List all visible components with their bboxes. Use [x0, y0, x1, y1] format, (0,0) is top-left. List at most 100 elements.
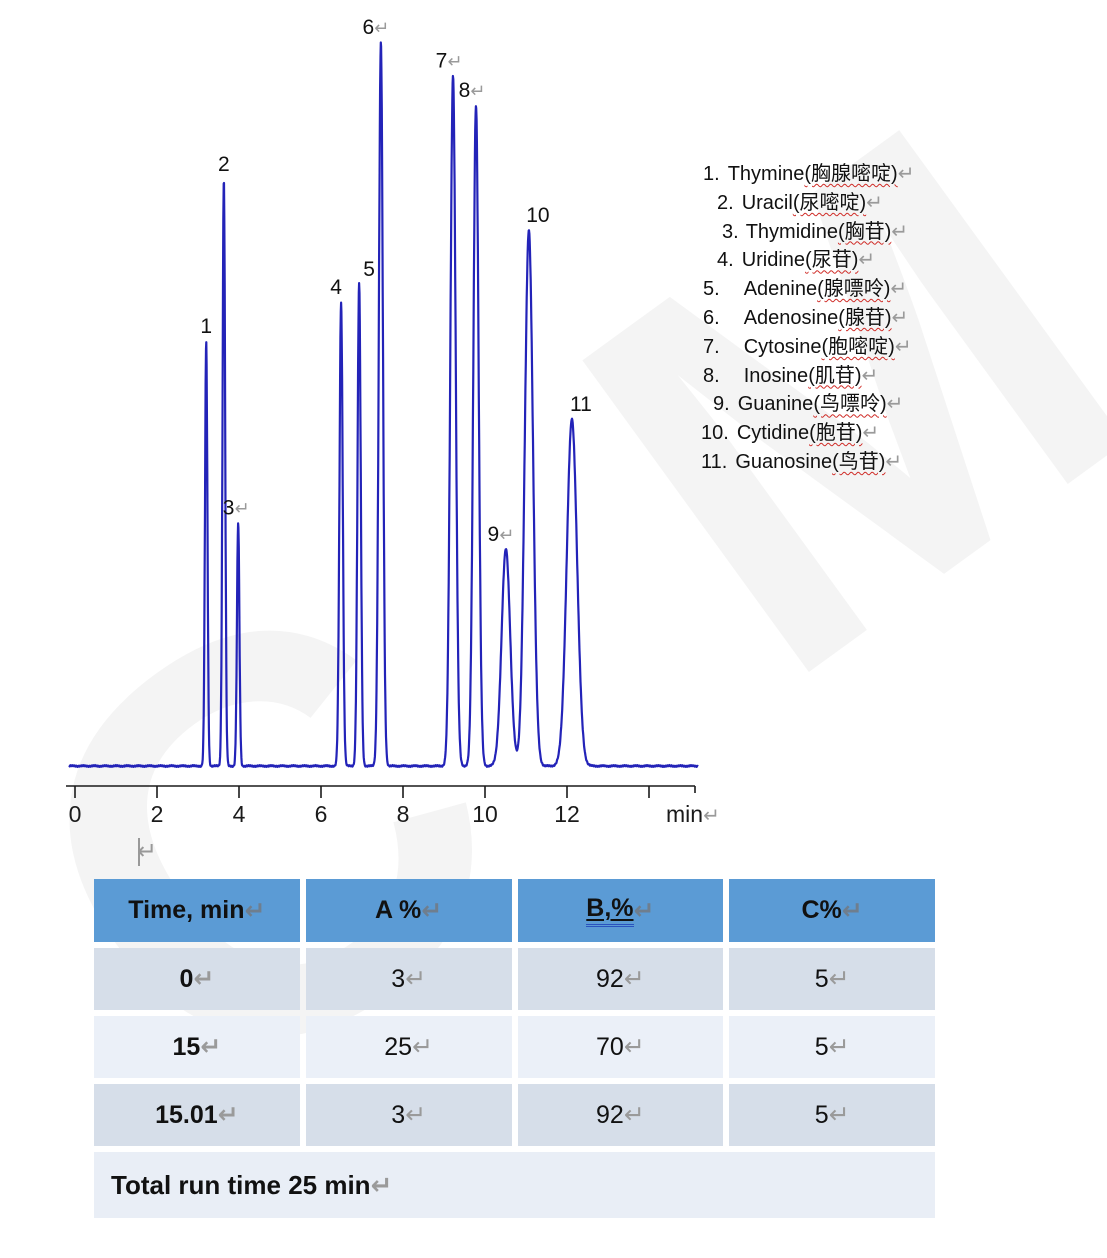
- legend-item-number: 7.: [703, 335, 720, 358]
- return-mark-icon: ↵: [858, 249, 876, 272]
- legend-compound-chinese: (肌苷): [808, 364, 862, 387]
- table-header-label: B,%: [586, 894, 634, 927]
- table-cell-r2-c1: 15 ↵: [94, 1016, 300, 1078]
- peak-label-4: 4: [330, 276, 342, 299]
- return-mark-icon: ↵: [623, 1101, 645, 1129]
- legend-item-2: 2. Uracil (尿嘧啶) ↵: [701, 189, 914, 218]
- legend-compound-name: Thymine: [727, 163, 805, 185]
- legend-compound-name: Adenosine: [743, 306, 839, 329]
- table-cell-value: 5: [814, 1100, 829, 1129]
- cursor-bar-icon: [138, 838, 140, 866]
- return-mark-icon: ↵: [405, 1101, 427, 1129]
- legend-item-7: 7. Cytosine (胞嘧啶) ↵: [701, 333, 914, 362]
- empty-paragraph-mark: ↵: [137, 838, 157, 866]
- peak-label-9: 9↵: [488, 523, 515, 546]
- peak-label-10: 10: [526, 204, 549, 227]
- x-tick-label: 4: [233, 801, 246, 827]
- peak-label-8: 8↵: [459, 79, 486, 102]
- x-tick-label: 12: [554, 801, 580, 827]
- return-mark-icon: ↵: [217, 1101, 239, 1129]
- return-mark-icon: ↵: [405, 965, 427, 993]
- legend-item-number: 4.: [717, 249, 734, 272]
- legend-item-number: 2.: [717, 191, 734, 214]
- legend-compound-name: Uridine: [741, 249, 806, 272]
- return-mark-icon: ↵: [861, 364, 879, 387]
- legend-compound-name: Inosine: [743, 364, 809, 387]
- return-mark-icon: ↵: [862, 422, 880, 445]
- legend-item-number: 1.: [703, 163, 720, 185]
- peak-label-11: 11: [570, 393, 592, 416]
- legend-item-4: 4. Uridine (尿苷) ↵: [701, 246, 914, 275]
- table-cell-r3-c2: 3 ↵: [305, 1084, 512, 1146]
- legend-item-number: 5.: [703, 278, 720, 301]
- legend-item-1: 1. Thymine (胸腺嘧啶) ↵: [701, 160, 914, 189]
- peak-label-7: 7↵: [436, 49, 463, 72]
- chromatogram-trace: [68, 41, 699, 768]
- total-run-time-label: Total run time 25 min: [111, 1169, 371, 1200]
- return-mark-icon: ↵: [885, 450, 903, 473]
- legend-compound-chinese: (胸腺嘧啶): [804, 163, 898, 185]
- legend-compound-name: Cytidine: [736, 422, 810, 445]
- return-mark-icon: ↵: [890, 278, 908, 301]
- peak-label-5: 5: [363, 258, 375, 281]
- legend-item-5: 5. Adenine (腺嘌呤) ↵: [701, 275, 914, 304]
- table-cell-value: 5: [814, 964, 829, 993]
- legend-item-number: 11.: [701, 450, 728, 473]
- table-cell-value: 70: [595, 1032, 624, 1061]
- legend-compound-name: Cytosine: [743, 335, 822, 358]
- table-cell-r2-c4: 5 ↵: [729, 1016, 935, 1078]
- table-header-label: Time, min: [128, 896, 245, 924]
- legend-item-10: 10. Cytidine (胞苷) ↵: [701, 419, 914, 448]
- return-mark-icon: ↵: [623, 1033, 645, 1061]
- legend-item-number: 9.: [713, 393, 730, 416]
- legend-compound-name: Adenine: [743, 278, 818, 301]
- table-header-time-min: Time, min ↵: [94, 879, 300, 942]
- return-mark-icon: ↵: [891, 306, 909, 329]
- return-mark-icon: ↵: [891, 220, 909, 243]
- legend-compound-chinese: (尿苷): [805, 249, 859, 272]
- peak-label-3: 3↵: [223, 497, 250, 520]
- table-cell-value: 25: [384, 1032, 413, 1061]
- table-header-a-: A % ↵: [305, 879, 512, 942]
- peak-label-2: 2: [218, 153, 230, 176]
- legend-item-number: 10.: [701, 422, 729, 445]
- table-cell-r1-c4: 5 ↵: [729, 948, 935, 1010]
- table-cell-r3-c4: 5 ↵: [729, 1084, 935, 1146]
- peak-label-1: 1: [200, 315, 212, 338]
- table-cell-r2-c3: 70 ↵: [517, 1016, 724, 1078]
- table-cell-value: 3: [391, 964, 406, 993]
- x-tick-label: 0: [69, 801, 82, 827]
- return-mark-icon: ↵: [886, 393, 904, 416]
- table-cell-value: 92: [595, 964, 624, 993]
- legend-compound-chinese: (胸苷): [837, 220, 892, 243]
- x-tick-label: 8: [397, 801, 410, 827]
- legend-item-9: 9. Guanine (鸟嘌呤) ↵: [701, 390, 914, 419]
- return-mark-icon: ↵: [193, 965, 215, 993]
- table-cell-value: 15: [172, 1032, 201, 1061]
- return-mark-icon: ↵: [633, 896, 655, 925]
- legend-item-6: 6. Adenosine (腺苷) ↵: [701, 304, 914, 333]
- return-mark-icon: ↵: [244, 896, 266, 925]
- legend-item-11: 11. Guanosine (鸟苷) ↵: [701, 448, 914, 477]
- legend-compound-name: Thymidine: [745, 220, 838, 243]
- table-cell-r1-c2: 3 ↵: [305, 948, 512, 1010]
- legend-item-number: 3.: [722, 220, 739, 243]
- return-mark-icon: ↵: [894, 335, 912, 358]
- table-cell-r2-c2: 25 ↵: [305, 1016, 512, 1078]
- table-cell-r3-c3: 92 ↵: [517, 1084, 724, 1146]
- table-cell-r1-c3: 92 ↵: [517, 948, 724, 1010]
- table-header-label: A %: [374, 896, 422, 924]
- x-tick-label: 6: [315, 801, 328, 827]
- return-mark-icon: ↵: [412, 1033, 433, 1061]
- table-footer-total-run-time: Total run time 25 min ↵: [94, 1152, 935, 1218]
- x-axis-unit-label: min↵: [666, 801, 720, 827]
- return-mark-icon: ↵: [828, 965, 850, 993]
- return-mark-icon: ↵: [421, 896, 443, 925]
- table-cell-r1-c1: 0 ↵: [94, 948, 300, 1010]
- legend-compound-name: Guanosine: [735, 450, 833, 473]
- legend-item-8: 8. Inosine (肌苷) ↵: [701, 362, 914, 391]
- legend-compound-name: Guanine: [737, 393, 814, 416]
- table-cell-r3-c1: 15.01 ↵: [94, 1084, 300, 1146]
